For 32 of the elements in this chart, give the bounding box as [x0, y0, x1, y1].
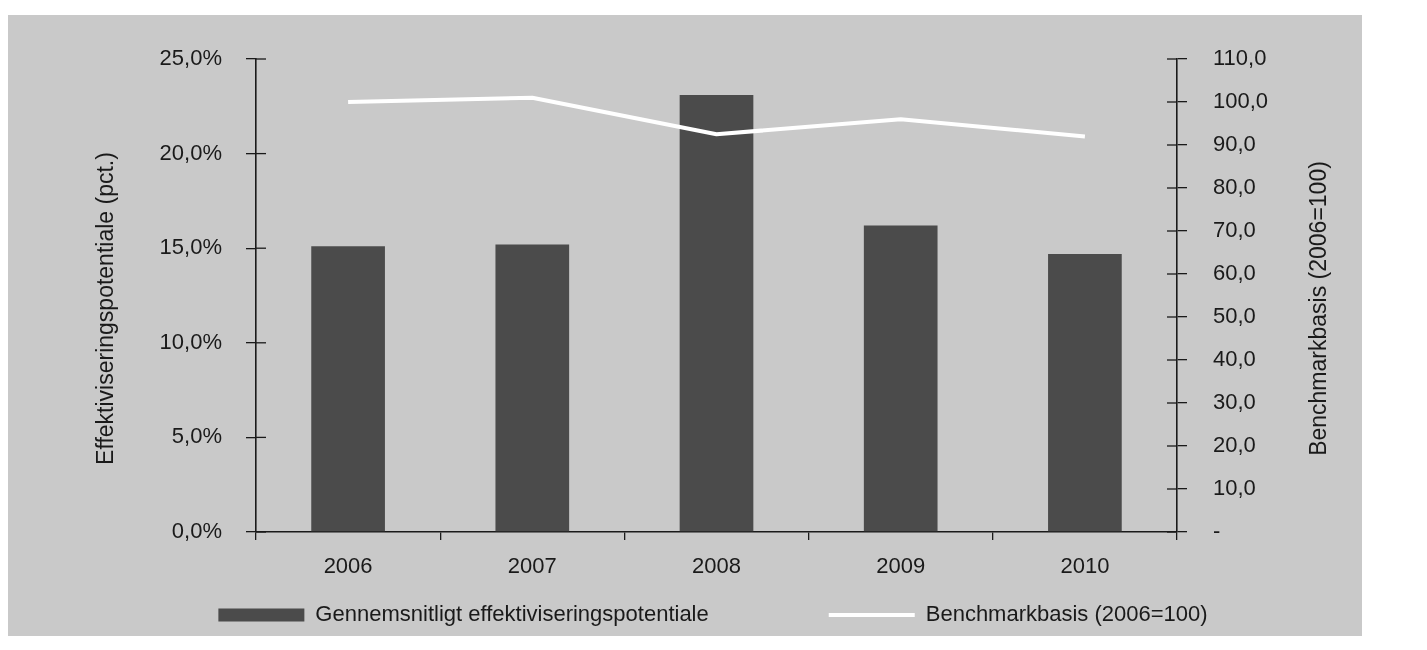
legend-label: Benchmarkbasis (2006=100): [925, 601, 1208, 627]
bar: [679, 94, 754, 532]
x-tick-label: 2009: [876, 553, 926, 579]
x-tick-label: 2010: [1060, 553, 1110, 579]
y2-tick-label: 90,0: [1213, 131, 1256, 157]
y2-tick-label: 10,0: [1213, 475, 1256, 501]
y2-tick-label: 60,0: [1213, 260, 1256, 286]
y2-tick-label: 100,0: [1213, 88, 1269, 114]
y2-tick-label: 20,0: [1213, 432, 1256, 458]
legend-label: Gennemsnitligt effektiviseringspotentiale: [315, 601, 709, 627]
x-tick-label: 2006: [323, 553, 373, 579]
y2-tick-label: 80,0: [1213, 174, 1256, 200]
y2-tick-label: 110,0: [1213, 45, 1267, 71]
y2-tick-label: 70,0: [1213, 217, 1256, 243]
bar: [495, 244, 570, 532]
y-tick-label: 20,0%: [159, 139, 222, 165]
y-tick-label: 10,0%: [159, 328, 222, 354]
y-tick-label: 25,0%: [159, 45, 222, 71]
y2-tick-label: 30,0: [1213, 389, 1256, 415]
y2-tick-label: 40,0: [1213, 346, 1256, 372]
x-tick-label: 2008: [692, 553, 741, 579]
y-tick-label: 0,0%: [171, 518, 222, 544]
bar: [311, 246, 385, 532]
y-axis-title: Effektiviseringspotentiale (pct.): [92, 152, 119, 465]
y2-tick-label: 50,0: [1213, 303, 1256, 329]
y2-axis-title: Benchmarkbasis (2006=100): [1304, 161, 1331, 456]
bar: [863, 225, 938, 532]
bar: [1048, 253, 1122, 532]
x-tick-label: 2007: [507, 553, 557, 579]
y-tick-label: 5,0%: [171, 423, 222, 449]
y2-tick-label: -: [1213, 518, 1221, 544]
y-tick-label: 15,0%: [159, 234, 222, 260]
